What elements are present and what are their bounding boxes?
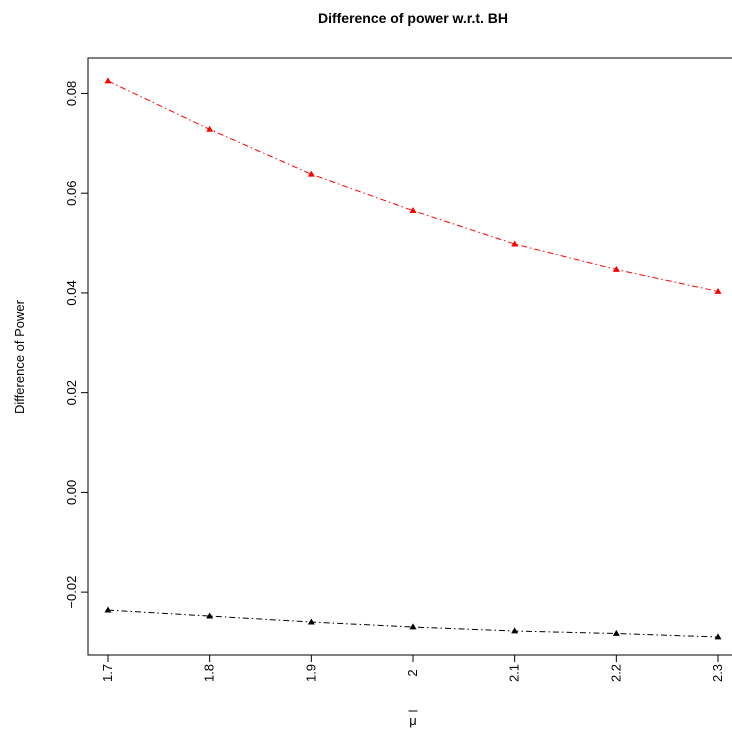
plot-frame: [87, 57, 732, 656]
series-1-point: [612, 265, 620, 272]
x-tick-label: 2.3: [710, 664, 725, 682]
x-axis: 1.7 1.8 1.9 2 2.1 2.2 2.3: [100, 655, 725, 682]
series-2-point: [206, 612, 214, 619]
series-1-point: [206, 125, 214, 132]
x-tick-label: 1.9: [303, 664, 318, 682]
y-axis-label: Difference of Power: [12, 299, 27, 414]
series-1-point: [714, 287, 722, 294]
series-2-point: [511, 627, 519, 634]
y-tick-label: 0.00: [64, 480, 79, 505]
chart-title: Difference of power w.r.t. BH: [318, 10, 508, 26]
series-1-point: [511, 240, 519, 247]
y-tick-label: 0.06: [64, 181, 79, 206]
x-tick-label: 1.8: [202, 664, 217, 682]
y-tick-label: 0.08: [64, 81, 79, 106]
series-layer: [104, 77, 722, 640]
series-line-1: [107, 80, 719, 292]
series-2-point: [612, 629, 620, 636]
series-2-point: [307, 618, 315, 625]
y-tick-label: 0.02: [64, 380, 79, 405]
y-axis: −0.02 0.00 0.02 0.04 0.06 0.08: [64, 81, 88, 609]
x-tick-label: 2: [405, 669, 420, 676]
x-axis-label-group: μ: [408, 710, 418, 728]
x-axis-label: μ: [409, 713, 417, 728]
x-tick-label: 1.7: [100, 664, 115, 682]
x-tick-label: 2.1: [507, 664, 522, 682]
y-tick-label: −0.02: [64, 576, 79, 609]
series-2-point: [409, 623, 417, 630]
series-1-point: [104, 77, 112, 84]
x-tick-label: 2.2: [608, 664, 623, 682]
series-1-point: [409, 207, 417, 214]
series-1-point: [307, 170, 315, 177]
y-tick-label: 0.04: [64, 280, 79, 305]
series-2-point: [104, 606, 112, 613]
series-2-point: [714, 633, 722, 640]
